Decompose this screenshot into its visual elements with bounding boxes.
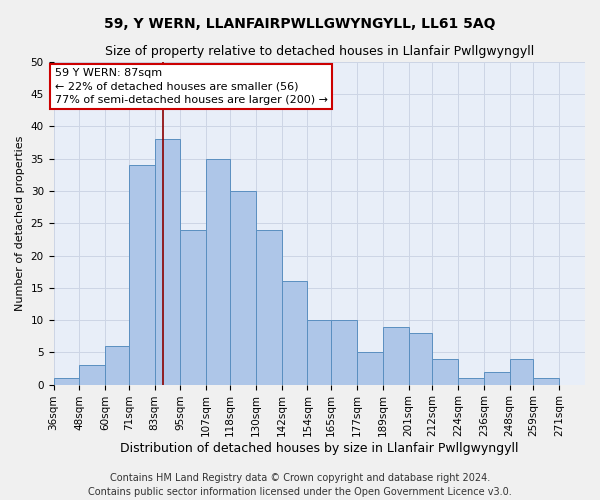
Y-axis label: Number of detached properties: Number of detached properties <box>15 136 25 311</box>
Bar <box>256 230 281 384</box>
Bar <box>181 230 206 384</box>
Text: 59, Y WERN, LLANFAIRPWLLGWYNGYLL, LL61 5AQ: 59, Y WERN, LLANFAIRPWLLGWYNGYLL, LL61 5… <box>104 18 496 32</box>
Text: Contains HM Land Registry data © Crown copyright and database right 2024.
Contai: Contains HM Land Registry data © Crown c… <box>88 473 512 497</box>
Bar <box>230 191 256 384</box>
Bar <box>484 372 509 384</box>
Bar <box>509 359 533 384</box>
Bar <box>383 326 409 384</box>
Bar <box>155 140 181 384</box>
Bar <box>129 165 155 384</box>
Bar <box>458 378 484 384</box>
Bar <box>357 352 383 384</box>
Bar <box>281 282 307 385</box>
Title: Size of property relative to detached houses in Llanfair Pwllgwyngyll: Size of property relative to detached ho… <box>104 45 534 58</box>
Text: 59 Y WERN: 87sqm
← 22% of detached houses are smaller (56)
77% of semi-detached : 59 Y WERN: 87sqm ← 22% of detached house… <box>55 68 328 105</box>
Bar <box>79 365 105 384</box>
Bar <box>105 346 129 385</box>
X-axis label: Distribution of detached houses by size in Llanfair Pwllgwyngyll: Distribution of detached houses by size … <box>120 442 518 455</box>
Bar <box>533 378 559 384</box>
Bar <box>307 320 331 384</box>
Bar <box>432 359 458 384</box>
Bar <box>409 333 432 384</box>
Bar <box>331 320 357 384</box>
Bar <box>53 378 79 384</box>
Bar <box>206 158 230 384</box>
